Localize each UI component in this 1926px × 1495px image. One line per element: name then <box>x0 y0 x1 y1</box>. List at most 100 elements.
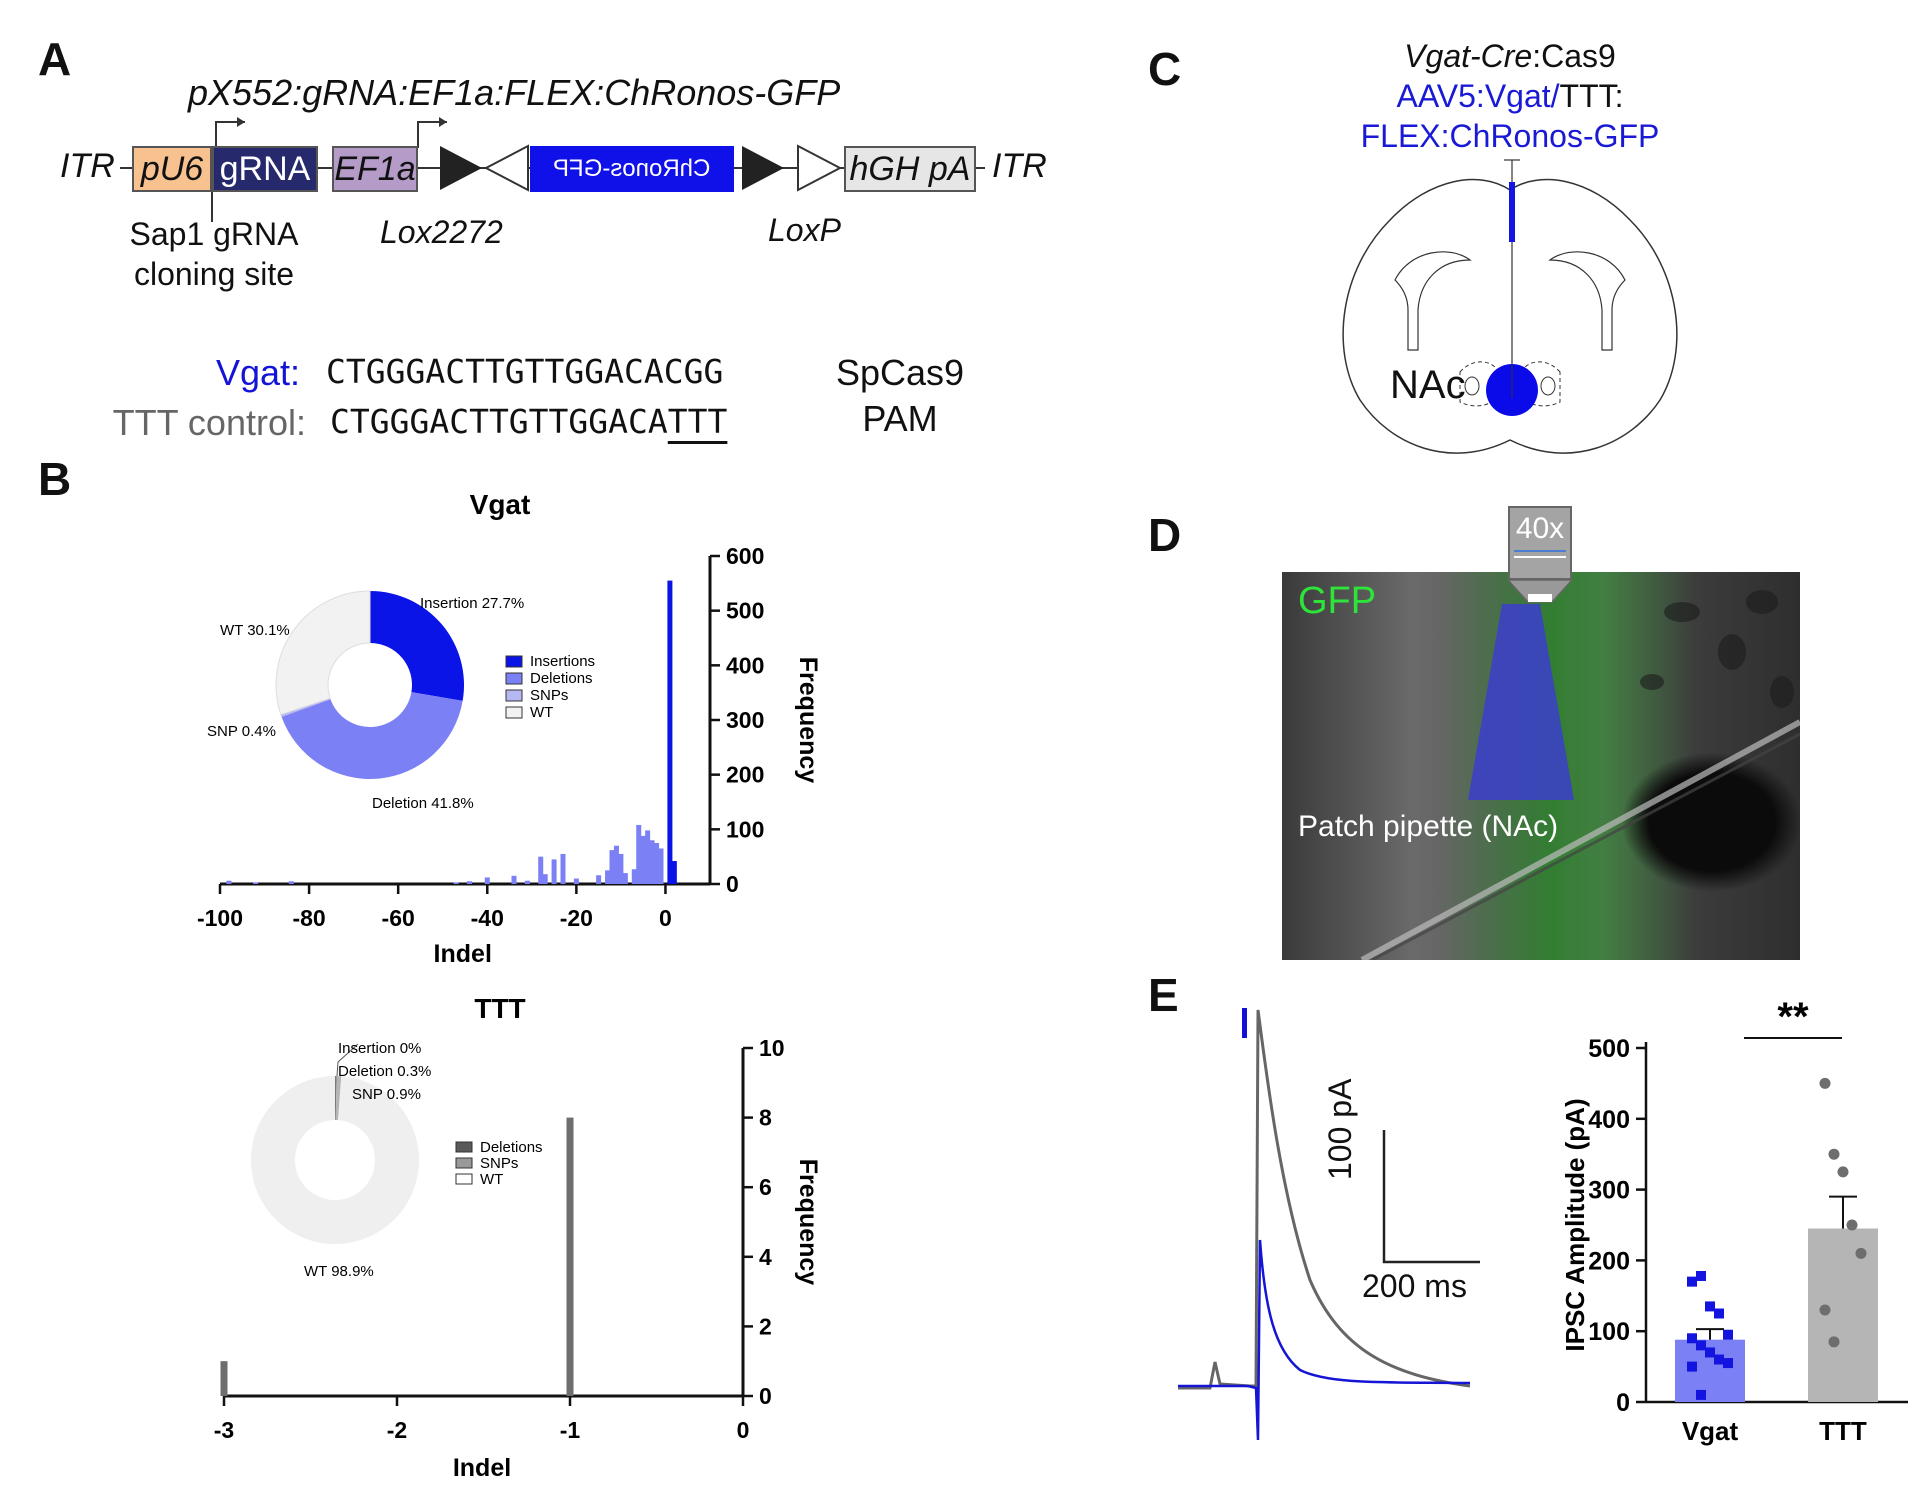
y-tick-label: 100 <box>726 816 764 842</box>
panel-label-b: B <box>38 453 72 505</box>
brain-section <box>1342 159 1678 454</box>
injection-line-2: AAV5:Vgat/TTT: <box>1396 78 1624 114</box>
y-tick-label: 4 <box>759 1244 772 1270</box>
legend-label: WT <box>530 704 553 721</box>
loxp-label: LoxP <box>768 212 841 248</box>
data-point <box>1723 1358 1733 1369</box>
injection-line-3: FLEX:ChRonos-GFP <box>1360 118 1660 154</box>
legend-swatch <box>455 1173 473 1185</box>
y-tick-label: 600 <box>726 543 764 569</box>
histogram-bar <box>560 853 566 884</box>
y-tick-label: 0 <box>1616 1389 1630 1417</box>
x-tick-label: -20 <box>560 905 593 931</box>
pie-slice <box>335 1076 337 1121</box>
light-pulse-marker <box>1242 1008 1247 1038</box>
chart-title-vgat: Vgat <box>470 489 531 520</box>
data-point <box>1714 1308 1724 1319</box>
pie-label: SNP 0.4% <box>207 723 276 740</box>
grna-box: gRNA <box>212 146 318 192</box>
y-tick-label: 500 <box>1588 1035 1630 1063</box>
histogram-bar <box>645 830 651 884</box>
pie-leader <box>337 1043 359 1063</box>
chronos-gfp-box: ChRonos-GFP <box>530 146 734 192</box>
data-point <box>1855 1247 1867 1259</box>
pie-slice <box>335 1076 342 1121</box>
vgat-trace <box>1178 1239 1471 1441</box>
histogram-bar <box>524 880 530 884</box>
y-tick-label: 10 <box>759 1035 785 1061</box>
micrograph: GFP Patch pipette (NAc) <box>1282 572 1800 960</box>
pie-label: Insertion 0% <box>338 1040 421 1057</box>
scale-x-label: 200 ms <box>1362 1268 1467 1304</box>
histogram-bar <box>636 824 642 884</box>
nac-label: NAc <box>1390 363 1466 407</box>
loxp-triangle-2 <box>797 144 843 192</box>
legend-label: Insertions <box>530 653 595 670</box>
histogram-bar <box>649 840 655 884</box>
histogram-bar <box>253 882 259 884</box>
histogram-bar <box>667 580 673 884</box>
x-tick-label: -60 <box>382 905 415 931</box>
x-tick-label: 0 <box>737 1417 750 1443</box>
data-point <box>1705 1301 1715 1312</box>
legend-swatch <box>455 1141 473 1153</box>
y-tick-label: 0 <box>726 871 739 897</box>
x-axis-label: Indel <box>434 940 492 968</box>
histogram-bar <box>484 877 490 884</box>
legend-label: SNPs <box>530 687 568 704</box>
x-tick-label: -2 <box>387 1417 407 1443</box>
histogram-bar <box>466 881 472 884</box>
histogram-bar <box>671 861 677 884</box>
y-tick-label: 2 <box>759 1313 772 1339</box>
x-axis-label: Indel <box>453 1454 511 1482</box>
x-tick-label: TTT <box>1819 1416 1867 1446</box>
histogram-bar <box>542 874 548 884</box>
x-tick-label: -1 <box>560 1417 581 1443</box>
data-point <box>1828 1148 1840 1160</box>
data-point <box>1687 1333 1697 1344</box>
pie-label: Deletion 41.8% <box>372 795 474 812</box>
x-tick-label: -3 <box>214 1417 234 1443</box>
pie-slice <box>275 590 371 716</box>
data-point <box>1696 1270 1706 1281</box>
y-tick-label: 200 <box>726 762 764 788</box>
panel-b-charts: Vgat Insertion 27.7% Deletion 41.8% SNP 0.4… <box>197 489 822 1482</box>
panel-label-e: E <box>1148 969 1179 1021</box>
itr-right: ITR <box>992 147 1047 185</box>
y-tick-label: 100 <box>1588 1318 1630 1346</box>
pie-slice <box>280 698 331 717</box>
ttt-seq-label: TTT control: <box>112 402 306 443</box>
histogram-bar <box>511 875 517 884</box>
scale-y-label: 100 pA <box>1322 1078 1358 1180</box>
injection-line-1: Vgat-Cre:Cas9 <box>1404 38 1616 74</box>
pie-label: Deletion 0.3% <box>338 1063 431 1080</box>
legend-label: SNPs <box>480 1155 518 1172</box>
ef1a-box: EF1a <box>332 146 418 192</box>
ipsc-traces <box>1178 1008 1480 1441</box>
legend-label: WT <box>480 1171 503 1188</box>
histogram-bar <box>613 845 619 884</box>
histogram-bar <box>453 882 459 884</box>
y-tick-label: 0 <box>759 1383 772 1409</box>
histogram-bar <box>631 869 637 884</box>
histogram-bar <box>596 875 602 884</box>
pie-label: SNP 0.9% <box>352 1086 421 1103</box>
data-point <box>1687 1276 1697 1287</box>
panel-label-c: C <box>1148 43 1182 95</box>
y-tick-label: 300 <box>1588 1177 1630 1205</box>
histogram-bar <box>605 870 611 884</box>
data-point <box>1714 1354 1724 1365</box>
pie-slice <box>370 591 464 701</box>
y-tick-label: 500 <box>726 598 764 624</box>
data-point <box>1828 1336 1840 1348</box>
data-point <box>1723 1329 1733 1340</box>
scale-bar <box>1382 1130 1480 1264</box>
sap1-label: Sap1 gRNA cloning site <box>129 216 299 292</box>
lox2272-triangle-1 <box>440 146 482 190</box>
panel-label-d: D <box>1148 509 1182 561</box>
y-axis-label: IPSC Amplitude (pA) <box>1560 1098 1590 1351</box>
hgh-pa-box: hGH pA <box>844 146 976 192</box>
objective-icon: 40x <box>1508 506 1572 580</box>
y-axis-label: Frequency <box>794 1159 822 1286</box>
x-tick-label: Vgat <box>1682 1416 1739 1446</box>
